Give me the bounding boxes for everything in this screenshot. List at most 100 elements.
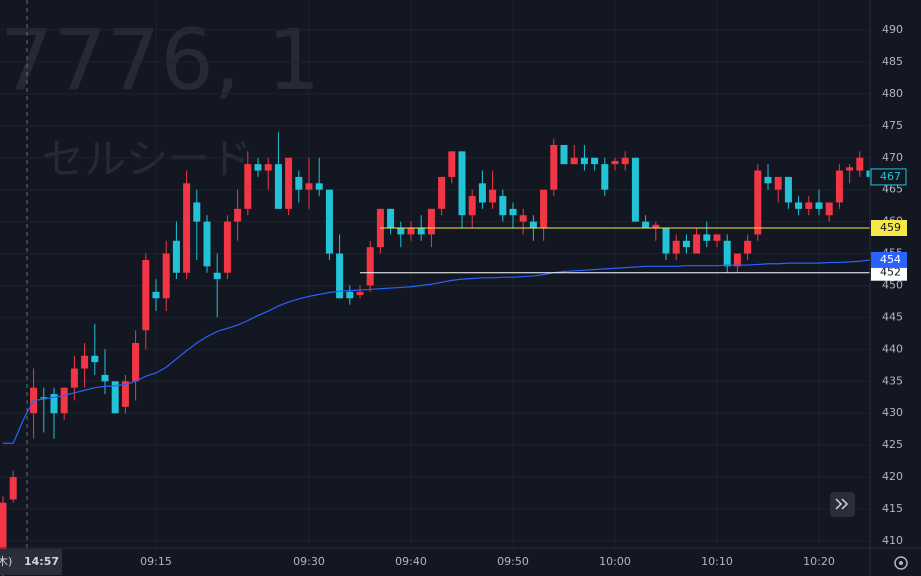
y-tick-label: 425 [882,438,903,451]
candle-body [856,157,864,171]
candle-body [244,164,252,209]
candle-body [101,374,109,382]
y-tick-label: 480 [882,87,903,100]
candle-body [387,208,395,229]
candle-body [754,170,762,235]
candle-body [264,164,272,171]
candle-body [682,240,690,248]
y-tick-label: 465 [882,183,903,196]
candle-body [489,189,497,203]
level-label-box [871,264,907,281]
candle-body [631,157,639,222]
candle-body [203,221,211,267]
candle-body [152,291,160,299]
settings-button[interactable] [894,556,908,570]
candle-body [295,176,303,190]
y-tick-label: 445 [882,310,903,323]
candle-body [9,477,17,500]
candle-body [407,228,415,235]
vwap-line [3,259,871,444]
candle-body [0,502,7,567]
candle-body [774,176,782,190]
last-price-box [870,168,907,186]
scroll-button-bg[interactable] [830,492,855,517]
candle-body [723,240,731,267]
candle-body [652,224,660,229]
crosshair-label-box [0,549,62,575]
candle-body [509,208,517,216]
candle-body [183,183,191,273]
candle-body [550,144,558,190]
plot [0,132,874,576]
x-tick-label: 09:50 [497,555,529,568]
crosshair-time: 14:57 [24,555,59,568]
x-tick-label: 09:40 [395,555,427,568]
candle-body [805,202,813,209]
candle-body [213,272,221,280]
candle-body [234,208,242,222]
candle-body [356,291,364,296]
crosshair-day: 木) [0,555,12,568]
candle-body [713,234,721,241]
scroll-icon[interactable] [835,498,849,510]
candle-body [305,183,313,190]
x-tick-label: 10:00 [599,555,631,568]
candle-body [427,208,435,235]
candle-body [50,394,58,414]
y-tick-label: 420 [882,470,903,483]
candle-body [325,189,333,254]
watermark-symbol: 7776, 1 [0,11,321,109]
candle-body [560,144,568,165]
y-tick-label: 410 [882,534,903,547]
level-label: 452 [880,266,901,279]
candle-body [121,381,129,407]
x-tick-label: 09:15 [140,555,172,568]
candle-body [499,196,507,216]
candle-body [91,355,99,363]
last-price-label: 467 [880,170,901,183]
x-tick-label: 10:10 [701,555,733,568]
y-tick-label: 415 [882,502,903,515]
candle-body [570,157,578,165]
candle-body [70,368,78,388]
candle-body [162,253,170,299]
level-label-box [871,220,907,237]
candle-body [274,164,282,209]
settings-icon-dot[interactable] [899,561,903,565]
candle-body [193,202,201,222]
candle-body [784,176,792,203]
y-tick-label: 475 [882,119,903,132]
candle-body [611,160,619,165]
candle-body [764,176,772,184]
candle-body [672,240,680,254]
candle-body [703,234,711,241]
x-tick-label: 10:20 [803,555,835,568]
candle-body [601,164,609,190]
candle-body [336,253,344,299]
candle-body [591,157,599,165]
candle-body [835,170,843,203]
vwap-label: 454 [880,253,901,266]
candle-body [132,342,140,382]
y-tick-label: 485 [882,55,903,68]
candle-body [60,387,68,414]
candle-body [315,183,323,190]
candle-body [580,157,588,165]
x-tick-label: 09:30 [293,555,325,568]
candle-body [40,397,48,399]
candle-body [397,228,405,235]
vwap-label-box [871,251,907,268]
candle-body [346,291,354,299]
settings-icon[interactable] [894,556,908,570]
candle-body [458,151,466,216]
candle-body [540,189,548,229]
candle-body [815,202,823,209]
candle-body [172,240,180,273]
scroll-button[interactable] [830,492,855,517]
candle-body [448,151,456,177]
y-tick-label: 435 [882,374,903,387]
axes: 4104154204254304354404454504554604654704… [140,23,907,568]
candle-body [417,228,425,235]
